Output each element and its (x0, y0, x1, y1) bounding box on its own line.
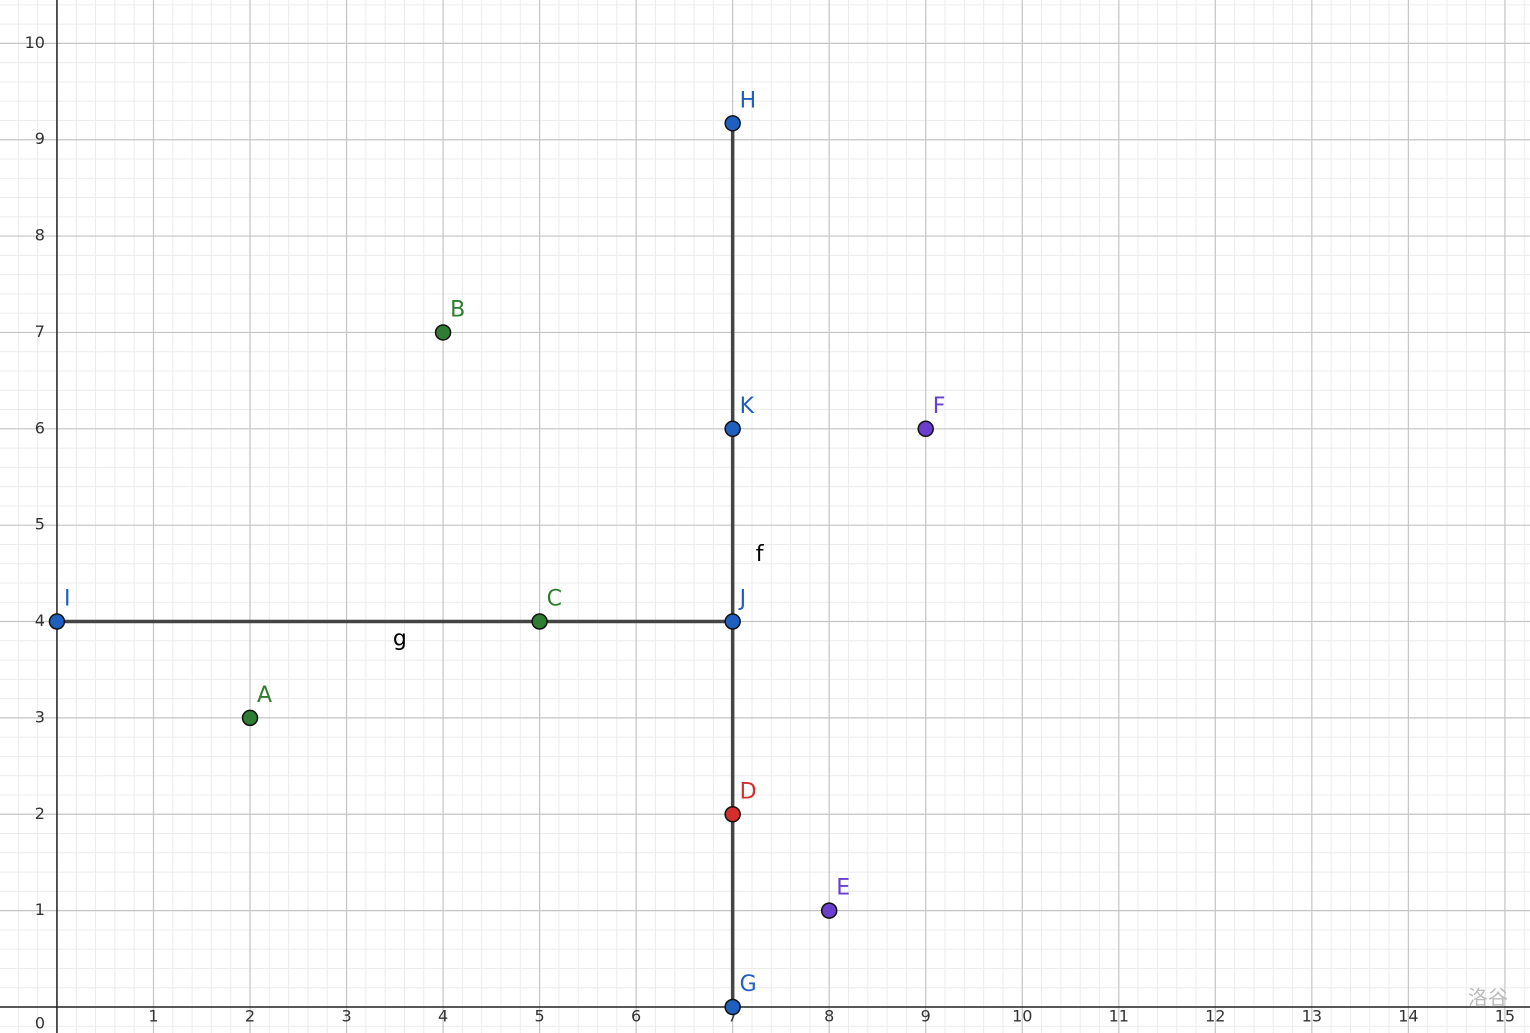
point-label: J (738, 587, 747, 612)
x-tick-label: 15 (1495, 1006, 1515, 1025)
x-tick-label: 12 (1205, 1006, 1225, 1025)
point-label: G (740, 972, 757, 997)
x-tick-label: 5 (535, 1006, 545, 1025)
point-label: K (740, 394, 755, 419)
x-tick-label: 8 (824, 1006, 834, 1025)
y-tick-label: 4 (35, 611, 45, 630)
x-tick-label: 3 (341, 1006, 351, 1025)
x-tick-label: 6 (631, 1006, 641, 1025)
segment-label: f (756, 542, 765, 567)
y-tick-label: 2 (35, 804, 45, 823)
y-tick-label: 7 (35, 322, 45, 341)
x-tick-label: 9 (921, 1006, 931, 1025)
x-tick-label: 0 (35, 1013, 45, 1032)
y-tick-label: 9 (35, 129, 45, 148)
point (434, 324, 452, 341)
y-tick-label: 1 (35, 900, 45, 919)
x-tick-label: 4 (438, 1006, 448, 1025)
point (724, 998, 741, 1016)
point-label: D (740, 779, 757, 804)
point-label: H (740, 88, 757, 113)
y-tick-label: 5 (35, 515, 45, 534)
point (724, 613, 741, 630)
y-tick-label: 6 (35, 418, 45, 437)
x-tick-label: 13 (1302, 1006, 1322, 1025)
x-tick-label: 14 (1398, 1006, 1418, 1025)
x-tick-label: 11 (1109, 1006, 1129, 1025)
point-label: F (933, 394, 946, 419)
point-label: E (836, 876, 850, 901)
point (48, 613, 66, 630)
point (724, 806, 741, 823)
x-tick-label: 10 (1012, 1006, 1032, 1025)
y-tick-label: 3 (35, 707, 45, 726)
point (241, 709, 259, 727)
point (724, 115, 741, 132)
point-label: C (547, 587, 562, 612)
point-label: A (257, 683, 272, 708)
point-label: B (450, 297, 465, 322)
x-tick-label: 2 (245, 1006, 255, 1025)
point (531, 613, 548, 630)
point (820, 902, 838, 919)
watermark: 洛谷 (1468, 986, 1508, 1010)
x-tick-label: 7 (728, 1006, 738, 1025)
x-tick-label: 1 (148, 1006, 158, 1025)
segment-label: g (393, 627, 407, 652)
point (724, 420, 741, 438)
point (917, 420, 934, 438)
point-label: I (64, 587, 71, 612)
y-tick-label: 10 (25, 33, 45, 52)
y-tick-label: 8 (35, 226, 45, 245)
